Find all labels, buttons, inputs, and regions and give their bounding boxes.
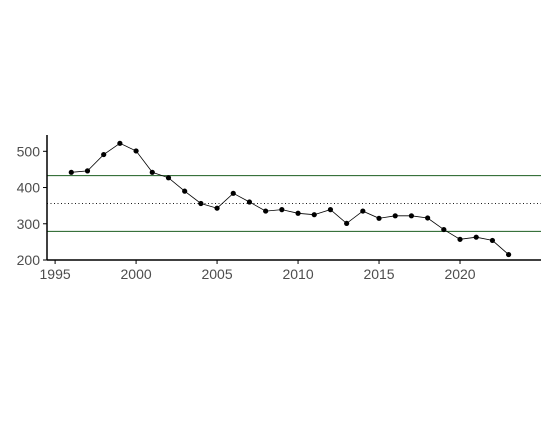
series-layer bbox=[68, 140, 512, 258]
data-point bbox=[101, 151, 107, 158]
axes bbox=[46, 135, 541, 261]
data-point bbox=[408, 213, 415, 219]
data-point bbox=[68, 169, 74, 175]
data-point bbox=[149, 169, 155, 175]
x-tick-label: 2015 bbox=[363, 266, 394, 282]
series-line bbox=[71, 142, 509, 255]
data-point bbox=[279, 207, 285, 213]
y-tick-label: 300 bbox=[17, 216, 41, 232]
data-point bbox=[117, 140, 123, 146]
data-point bbox=[360, 208, 366, 214]
x-tick-label: 2000 bbox=[121, 266, 152, 282]
data-point bbox=[392, 213, 398, 219]
x-tick-label: 2010 bbox=[282, 266, 313, 282]
data-point bbox=[263, 208, 269, 214]
data-point bbox=[489, 237, 496, 244]
data-point bbox=[84, 168, 91, 174]
data-point bbox=[133, 148, 139, 154]
y-tick-label: 500 bbox=[17, 143, 41, 159]
x-tick-label: 1995 bbox=[40, 266, 71, 282]
y-axis-ticks: 200 300 400 500 bbox=[17, 143, 47, 268]
data-point bbox=[246, 199, 253, 205]
x-axis-ticks: 1995 2000 2005 2010 2015 2020 bbox=[40, 260, 476, 282]
y-tick-label: 200 bbox=[17, 252, 41, 268]
data-point bbox=[506, 251, 512, 258]
data-point bbox=[473, 234, 479, 240]
data-point bbox=[344, 220, 350, 227]
data-point bbox=[457, 236, 463, 242]
data-point bbox=[425, 215, 431, 221]
data-point bbox=[230, 190, 236, 196]
data-point bbox=[311, 212, 317, 218]
data-point bbox=[165, 175, 172, 181]
reference-lines bbox=[47, 175, 541, 232]
x-tick-label: 2020 bbox=[444, 266, 475, 282]
data-point bbox=[376, 215, 382, 221]
data-point bbox=[182, 188, 188, 194]
data-point bbox=[198, 200, 204, 207]
y-tick-label: 400 bbox=[17, 180, 41, 196]
data-point bbox=[295, 210, 301, 216]
x-tick-label: 2005 bbox=[201, 266, 232, 282]
data-point bbox=[441, 226, 447, 233]
data-point bbox=[214, 205, 220, 211]
data-point bbox=[327, 207, 334, 213]
